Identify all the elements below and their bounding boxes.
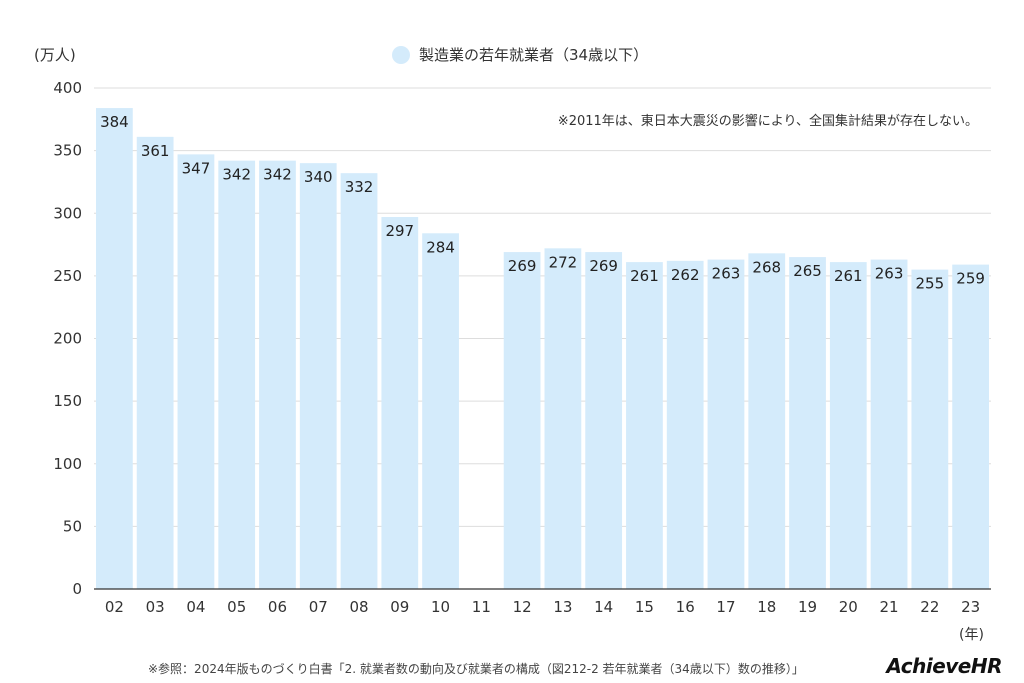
data-label: 297 bbox=[385, 222, 414, 240]
data-label: 284 bbox=[426, 238, 455, 256]
data-label: 261 bbox=[834, 267, 863, 285]
x-axis-unit-label: (年) bbox=[959, 627, 984, 643]
bar bbox=[666, 260, 704, 589]
legend-swatch bbox=[392, 45, 410, 64]
y-tick-label: 50 bbox=[63, 517, 82, 535]
x-tick-label: 20 bbox=[839, 598, 858, 616]
bar bbox=[218, 160, 256, 589]
x-tick-label: 06 bbox=[268, 598, 287, 616]
data-label: 268 bbox=[752, 258, 781, 276]
data-label: 255 bbox=[916, 275, 945, 293]
data-label: 259 bbox=[956, 270, 985, 288]
legend: 製造業の若年就業者（34歳以下） bbox=[392, 44, 648, 65]
x-tick-label: 15 bbox=[635, 598, 654, 616]
data-label: 332 bbox=[345, 178, 374, 196]
bar bbox=[952, 264, 989, 589]
y-tick-label: 0 bbox=[72, 580, 82, 598]
x-tick-label: 13 bbox=[553, 598, 572, 616]
bar bbox=[789, 257, 826, 589]
bar bbox=[911, 269, 949, 589]
bar bbox=[259, 160, 296, 589]
bar bbox=[585, 252, 623, 589]
x-tick-label: 03 bbox=[146, 598, 165, 616]
data-label: 340 bbox=[304, 168, 333, 186]
data-label: 269 bbox=[589, 257, 618, 275]
data-label: 272 bbox=[549, 253, 578, 271]
data-label: 361 bbox=[141, 142, 170, 160]
bar bbox=[870, 259, 908, 589]
bar bbox=[707, 259, 745, 589]
data-label: 263 bbox=[712, 265, 741, 283]
brand-logo: AchieveHR bbox=[886, 654, 1002, 678]
bar bbox=[299, 163, 337, 589]
bar bbox=[422, 233, 459, 590]
data-label: 342 bbox=[263, 166, 292, 184]
x-tick-label: 08 bbox=[349, 598, 368, 616]
x-tick-label: 05 bbox=[227, 598, 246, 616]
y-tick-label: 250 bbox=[53, 267, 82, 285]
y-tick-label: 400 bbox=[53, 79, 82, 97]
bar bbox=[96, 108, 133, 589]
data-label: 262 bbox=[671, 266, 700, 284]
bar bbox=[177, 154, 215, 589]
data-label: 384 bbox=[100, 113, 129, 131]
data-label: 347 bbox=[182, 159, 211, 177]
bar bbox=[829, 262, 867, 589]
data-label: 263 bbox=[875, 265, 904, 283]
y-tick-label: 150 bbox=[53, 392, 82, 410]
x-tick-label: 18 bbox=[757, 598, 776, 616]
data-label: 269 bbox=[508, 257, 537, 275]
y-tick-label: 100 bbox=[53, 455, 82, 473]
x-tick-label: 19 bbox=[798, 598, 817, 616]
y-axis-unit-label: (万人) bbox=[34, 46, 76, 64]
data-label: 261 bbox=[630, 267, 659, 285]
x-tick-label: 10 bbox=[431, 598, 450, 616]
bar bbox=[544, 248, 582, 589]
source-footnote: ※参照：2024年版ものづくり白書「2. 就業者数の動向及び就業者の構成（図21… bbox=[148, 662, 804, 676]
x-tick-label: 07 bbox=[309, 598, 328, 616]
y-tick-label: 300 bbox=[53, 204, 82, 222]
chart-note: ※2011年は、東日本大震災の影響により、全国集計結果が存在しない。 bbox=[557, 114, 978, 129]
x-tick-label: 02 bbox=[105, 598, 124, 616]
bar bbox=[748, 253, 786, 589]
bar bbox=[626, 262, 663, 589]
x-tick-label: 12 bbox=[513, 598, 532, 616]
bar bbox=[503, 252, 541, 589]
x-tick-label: 23 bbox=[961, 598, 980, 616]
bar bbox=[340, 173, 378, 590]
x-tick-label: 11 bbox=[472, 598, 491, 616]
y-tick-label: 200 bbox=[53, 330, 82, 348]
data-label: 265 bbox=[793, 262, 822, 280]
x-tick-label: 14 bbox=[594, 598, 613, 616]
bar bbox=[136, 136, 174, 589]
bar bbox=[381, 217, 419, 589]
x-tick-label: 22 bbox=[920, 598, 939, 616]
x-tick-label: 16 bbox=[676, 598, 695, 616]
y-tick-label: 350 bbox=[53, 142, 82, 160]
x-tick-label: 04 bbox=[186, 598, 205, 616]
x-tick-label: 21 bbox=[880, 598, 899, 616]
legend-label: 製造業の若年就業者（34歳以下） bbox=[419, 46, 649, 64]
data-label: 342 bbox=[222, 166, 251, 184]
x-tick-label: 17 bbox=[716, 598, 735, 616]
x-tick-label: 09 bbox=[390, 598, 409, 616]
